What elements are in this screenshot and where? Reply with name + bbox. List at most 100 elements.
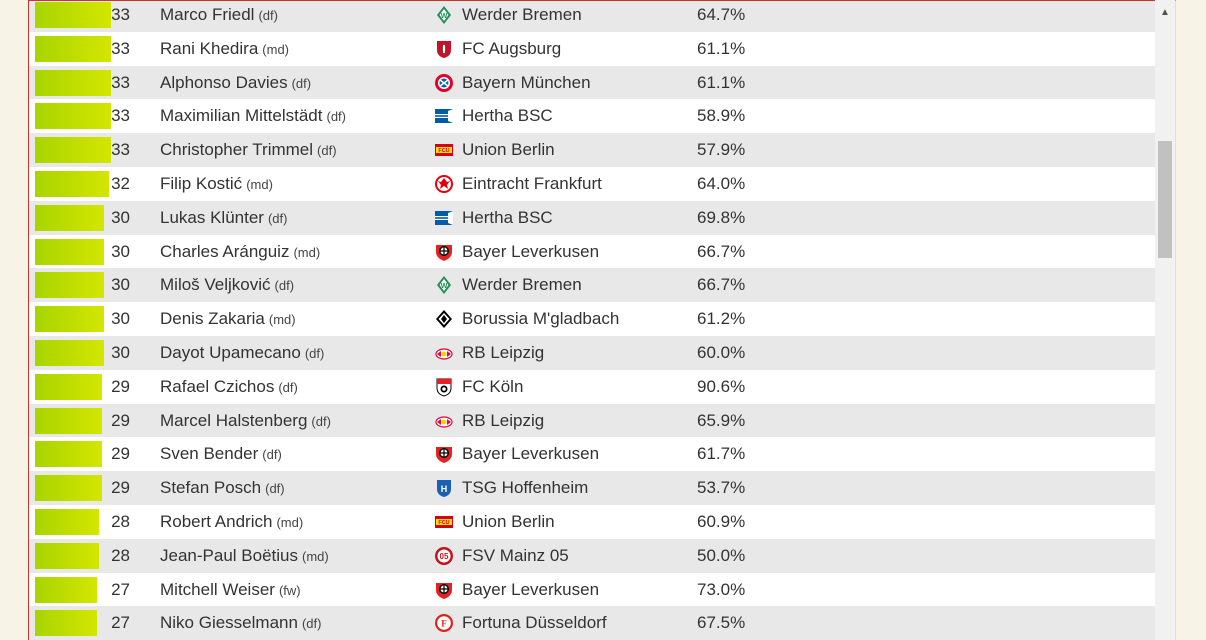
club-name[interactable]: Werder Bremen <box>462 275 582 295</box>
player-name[interactable]: Rafael Czichos <box>160 376 275 396</box>
player-cell[interactable]: Niko Giesselmann (df) <box>160 606 321 640</box>
percentage-value: 53.7% <box>697 478 746 498</box>
value-bar <box>35 441 102 468</box>
table-row[interactable]: 33 Maximilian Mittelstädt (df) Hertha BSC 58… <box>29 99 1156 134</box>
player-name[interactable]: Alphonso Davies <box>160 72 288 92</box>
club-name[interactable]: FC Köln <box>462 376 524 396</box>
club-name[interactable]: Bayern München <box>462 72 591 92</box>
player-cell[interactable]: Robert Andrich (md) <box>160 505 303 539</box>
scroll-up-arrow-icon[interactable]: ▲ <box>1160 7 1170 18</box>
player-position: (df) <box>311 413 331 429</box>
player-cell[interactable]: Alphonso Davies (df) <box>160 66 311 100</box>
table-row[interactable]: 30 Charles Aránguiz (md) Bayer Leverkusen 66… <box>29 234 1156 269</box>
table-row[interactable]: 33 Marco Friedl (df) W Werder Bremen 64.7% <box>29 1 1156 32</box>
percentage-value: 66.7% <box>697 275 746 295</box>
table-row[interactable]: 27 Niko Giesselmann (df) F Fortuna Düsseldor… <box>29 606 1156 640</box>
player-cell[interactable]: Denis Zakaria (md) <box>160 302 296 336</box>
table-row[interactable]: 30 Miloš Veljković (df) W Werder Bremen 66.7% <box>29 268 1156 303</box>
value-label: 30 <box>111 275 130 295</box>
player-position: (df) <box>291 75 312 91</box>
club-name[interactable]: Union Berlin <box>462 140 555 160</box>
club-name[interactable]: TSG Hoffenheim <box>462 478 589 498</box>
table-row[interactable]: 32 Filip Kostić (md) Eintracht Frankfurt 64.… <box>29 166 1156 201</box>
table-row[interactable]: 27 Mitchell Weiser (fw) Bayer Leverkusen 73.… <box>29 572 1156 607</box>
table-row[interactable]: 33 Rani Khedira (md) FC Augsburg 61.1% <box>29 31 1156 66</box>
player-cell[interactable]: Marcel Halstenberg (df) <box>160 404 331 438</box>
value-bar <box>35 373 102 400</box>
player-name[interactable]: Robert Andrich <box>160 511 273 531</box>
table-row[interactable]: 29 Rafael Czichos (df) FC Köln 90.6% <box>29 369 1156 404</box>
player-cell[interactable]: Sven Bender (df) <box>160 437 282 471</box>
value-label: 30 <box>111 207 130 227</box>
union-berlin-crest-icon: FCU <box>434 140 454 160</box>
player-name[interactable]: Marcel Halstenberg <box>160 410 308 430</box>
club-name[interactable]: RB Leipzig <box>462 342 545 362</box>
table-row[interactable]: 30 Dayot Upamecano (df) RB Leipzig 60.0% <box>29 335 1156 370</box>
club-name[interactable]: Bayer Leverkusen <box>462 241 600 261</box>
value-bar <box>35 69 111 96</box>
percentage-value: 61.1% <box>697 38 746 58</box>
player-name[interactable]: Filip Kostić <box>160 173 243 193</box>
player-name[interactable]: Mitchell Weiser <box>160 579 275 599</box>
player-cell[interactable]: Mitchell Weiser (fw) <box>160 573 301 607</box>
club-name[interactable]: RB Leipzig <box>462 410 545 430</box>
table-row[interactable]: 28 Robert Andrich (md) FCU Union Berlin 60.9% <box>29 504 1156 539</box>
player-cell[interactable]: Jean-Paul Boëtius (md) <box>160 539 329 573</box>
club-name[interactable]: FSV Mainz 05 <box>462 545 569 565</box>
player-name[interactable]: Rani Khedira <box>160 38 259 58</box>
player-cell[interactable]: Charles Aránguiz (md) <box>160 235 320 269</box>
club-name[interactable]: Borussia M'gladbach <box>462 309 620 329</box>
value-label: 32 <box>111 173 130 193</box>
table-row[interactable]: 29 Sven Bender (df) Bayer Leverkusen 61.7% <box>29 437 1156 472</box>
player-name[interactable]: Dayot Upamecano <box>160 342 301 362</box>
club-name[interactable]: Hertha BSC <box>462 106 553 126</box>
player-cell[interactable]: Rani Khedira (md) <box>160 32 289 66</box>
club-name[interactable]: Eintracht Frankfurt <box>462 173 602 193</box>
percentage-value: 67.5% <box>697 613 746 633</box>
player-name[interactable]: Sven Bender <box>160 444 259 464</box>
player-cell[interactable]: Stefan Posch (df) <box>160 471 285 505</box>
scroll-thumb[interactable] <box>1158 140 1172 258</box>
player-cell[interactable]: Maximilian Mittelstädt (df) <box>160 99 346 133</box>
player-cell[interactable]: Dayot Upamecano (df) <box>160 336 324 370</box>
player-cell[interactable]: Rafael Czichos (df) <box>160 370 298 404</box>
player-name[interactable]: Jean-Paul Boëtius <box>160 545 298 565</box>
player-cell[interactable]: Filip Kostić (md) <box>160 167 273 201</box>
value-label: 27 <box>111 579 130 599</box>
table-row[interactable]: 29 Marcel Halstenberg (df) RB Leipzig 65.9% <box>29 403 1156 438</box>
table-row[interactable]: 29 Stefan Posch (df) H TSG Hoffenheim 53.7% <box>29 471 1156 505</box>
club-name[interactable]: Union Berlin <box>462 511 555 531</box>
player-position: (df) <box>265 481 285 497</box>
table-row[interactable]: 30 Lukas Klünter (df) Hertha BSC 69.8% <box>29 200 1156 235</box>
player-name[interactable]: Niko Giesselmann <box>160 613 298 633</box>
player-position: (df) <box>278 379 298 395</box>
player-name[interactable]: Lukas Klünter <box>160 207 264 227</box>
club-name[interactable]: Hertha BSC <box>462 207 553 227</box>
player-position: (md) <box>246 176 273 192</box>
player-name[interactable]: Maximilian Mittelstädt <box>160 106 323 126</box>
club-name[interactable]: Werder Bremen <box>462 5 582 24</box>
value-label: 29 <box>111 410 130 430</box>
table-row[interactable]: 33 Alphonso Davies (df) Bayern München 61.1% <box>29 65 1156 100</box>
player-cell[interactable]: Marco Friedl (df) <box>160 1 278 32</box>
player-name[interactable]: Stefan Posch <box>160 478 262 498</box>
player-name[interactable]: Christopher Trimmel <box>160 140 314 160</box>
vertical-scrollbar[interactable]: ▲ <box>1155 0 1175 640</box>
club-name[interactable]: Bayer Leverkusen <box>462 579 600 599</box>
club-name[interactable]: Bayer Leverkusen <box>462 444 600 464</box>
club-name[interactable]: FC Augsburg <box>462 38 562 58</box>
player-cell[interactable]: Lukas Klünter (df) <box>160 201 287 235</box>
player-name[interactable]: Marco Friedl <box>160 5 255 24</box>
table-row[interactable]: 30 Denis Zakaria (md) Borussia M'gladbach 61… <box>29 302 1156 336</box>
value-bar <box>35 339 104 366</box>
table-row[interactable]: 33 Christopher Trimmel (df) FCU Union Berlin… <box>29 133 1156 167</box>
player-name[interactable]: Charles Aránguiz <box>160 241 290 261</box>
player-name[interactable]: Denis Zakaria <box>160 309 265 329</box>
player-name[interactable]: Miloš Veljković <box>160 275 271 295</box>
fsv-mainz-crest-icon: 05 <box>434 546 454 566</box>
player-cell[interactable]: Christopher Trimmel (df) <box>160 133 337 167</box>
player-cell[interactable]: Miloš Veljković (df) <box>160 268 294 302</box>
table-row[interactable]: 28 Jean-Paul Boëtius (md) 05 FSV Mainz 05 50.… <box>29 538 1156 573</box>
player-position: (df) <box>301 616 322 632</box>
club-name[interactable]: Fortuna Düsseldorf <box>462 613 607 633</box>
